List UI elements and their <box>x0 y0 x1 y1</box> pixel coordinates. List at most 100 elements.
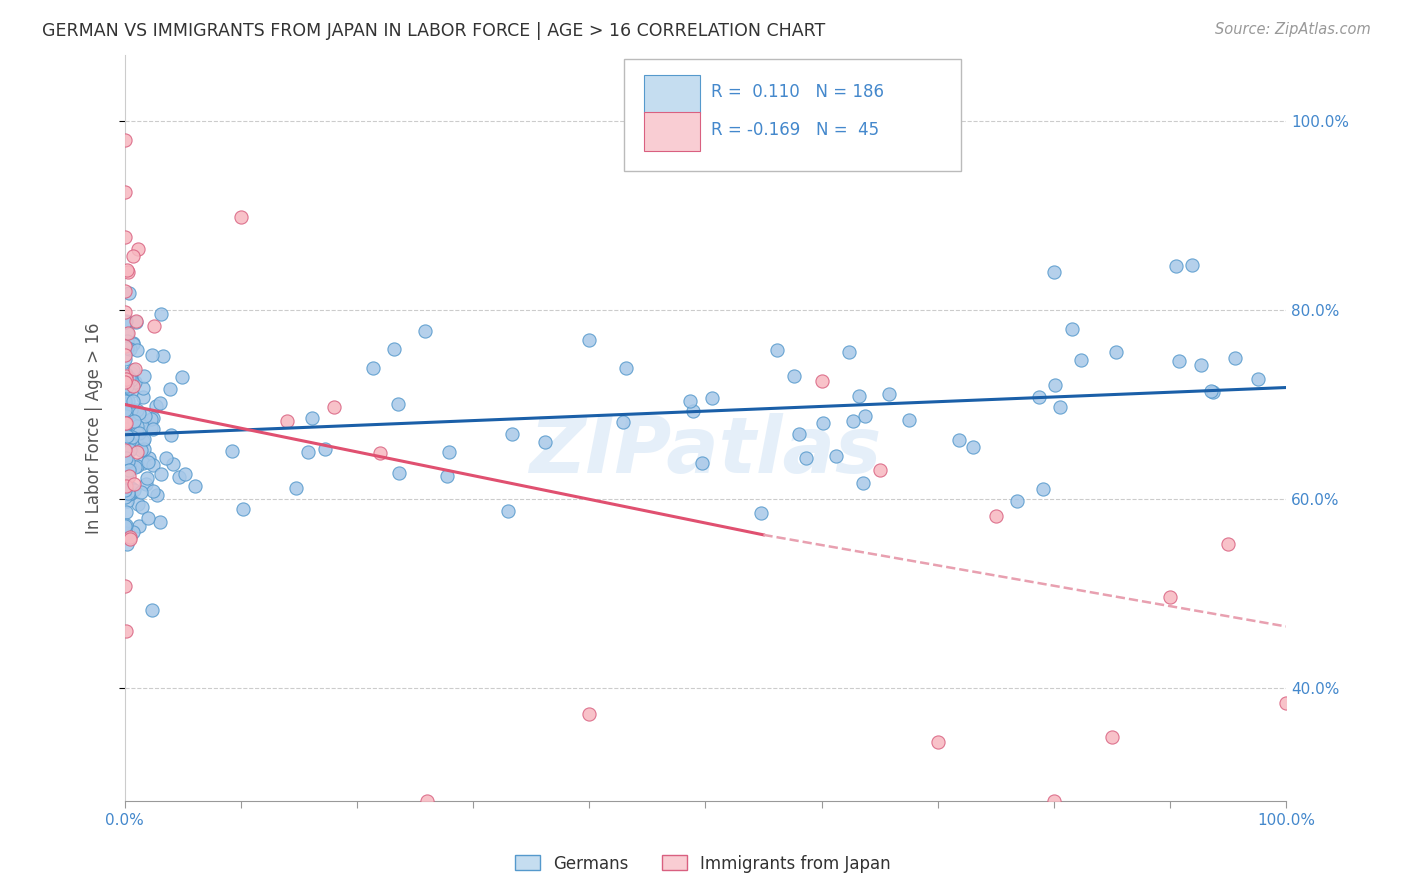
Point <box>124 376 146 390</box>
Point <box>114 230 136 244</box>
Point <box>114 397 136 411</box>
Point <box>1275 697 1298 711</box>
Point <box>1049 400 1071 414</box>
Point <box>141 602 163 616</box>
Point <box>117 262 139 277</box>
Point <box>115 458 138 472</box>
Point <box>114 377 136 392</box>
Point <box>1105 345 1128 359</box>
Point <box>498 504 520 518</box>
Point <box>749 506 772 520</box>
Point <box>114 315 136 329</box>
Point <box>117 459 139 474</box>
Point <box>142 458 165 473</box>
Point <box>387 397 409 411</box>
Point <box>118 463 141 477</box>
Point <box>114 453 136 467</box>
Point <box>115 444 138 458</box>
Point <box>115 464 138 478</box>
Point <box>810 375 832 389</box>
Point <box>115 494 138 508</box>
Point <box>114 434 136 448</box>
Point <box>853 409 876 423</box>
Point <box>115 470 138 484</box>
Point <box>612 415 634 429</box>
Point <box>869 463 891 477</box>
Point <box>131 419 153 434</box>
Point <box>122 476 145 491</box>
Text: GERMAN VS IMMIGRANTS FROM JAPAN IN LABOR FORCE | AGE > 16 CORRELATION CHART: GERMAN VS IMMIGRANTS FROM JAPAN IN LABOR… <box>42 22 825 40</box>
Point <box>136 454 159 468</box>
Point <box>114 483 136 497</box>
Point <box>148 396 170 410</box>
Point <box>118 483 141 497</box>
Point <box>120 373 142 387</box>
Point <box>184 479 207 493</box>
Point <box>962 440 984 454</box>
Point <box>121 336 143 351</box>
Point <box>118 469 141 483</box>
Point <box>114 375 136 389</box>
Point <box>824 449 846 463</box>
Point <box>117 485 139 500</box>
Point <box>173 467 195 482</box>
Point <box>1181 258 1204 272</box>
Point <box>838 345 860 359</box>
Point <box>232 501 254 516</box>
Point <box>122 249 145 263</box>
Point <box>984 509 1007 524</box>
Point <box>117 326 139 340</box>
Text: R = -0.169   N =  45: R = -0.169 N = 45 <box>711 120 879 139</box>
Point <box>276 414 298 428</box>
Point <box>115 326 138 340</box>
Point <box>118 530 141 544</box>
Point <box>127 445 149 459</box>
Point <box>167 469 190 483</box>
Point <box>1223 351 1246 365</box>
Point <box>132 456 155 470</box>
Point <box>131 500 153 514</box>
Point <box>162 457 184 471</box>
Point <box>387 466 409 480</box>
Point <box>114 351 136 366</box>
Point <box>118 460 141 475</box>
Point <box>436 469 458 483</box>
Point <box>1101 731 1123 745</box>
Point <box>1189 358 1212 372</box>
Point <box>439 445 461 459</box>
Text: R =  0.110   N = 186: R = 0.110 N = 186 <box>711 84 884 102</box>
Point <box>122 419 145 434</box>
Point <box>159 383 181 397</box>
Point <box>502 427 524 442</box>
Point <box>128 519 150 533</box>
Point <box>114 409 136 424</box>
Point <box>114 426 136 441</box>
Point <box>114 517 136 532</box>
Point <box>118 286 141 301</box>
Point <box>416 794 439 808</box>
FancyBboxPatch shape <box>624 59 960 170</box>
Point <box>1216 537 1239 551</box>
Point <box>146 488 169 502</box>
Point <box>368 446 391 460</box>
Y-axis label: In Labor Force | Age > 16: In Labor Force | Age > 16 <box>86 322 103 534</box>
Point <box>120 366 142 380</box>
Point <box>114 314 136 328</box>
Point <box>150 467 173 482</box>
Point <box>115 369 138 384</box>
Point <box>413 324 436 338</box>
Point <box>1070 352 1092 367</box>
Point <box>114 368 136 382</box>
Point <box>121 419 143 434</box>
Point <box>138 450 160 465</box>
Point <box>121 337 143 351</box>
Point <box>679 393 702 408</box>
Point <box>114 418 136 433</box>
Point <box>141 348 163 362</box>
Point <box>142 411 165 425</box>
Point <box>1164 259 1187 273</box>
Point <box>1005 494 1028 508</box>
Point <box>114 339 136 353</box>
Point <box>122 394 145 409</box>
Point <box>115 624 138 638</box>
